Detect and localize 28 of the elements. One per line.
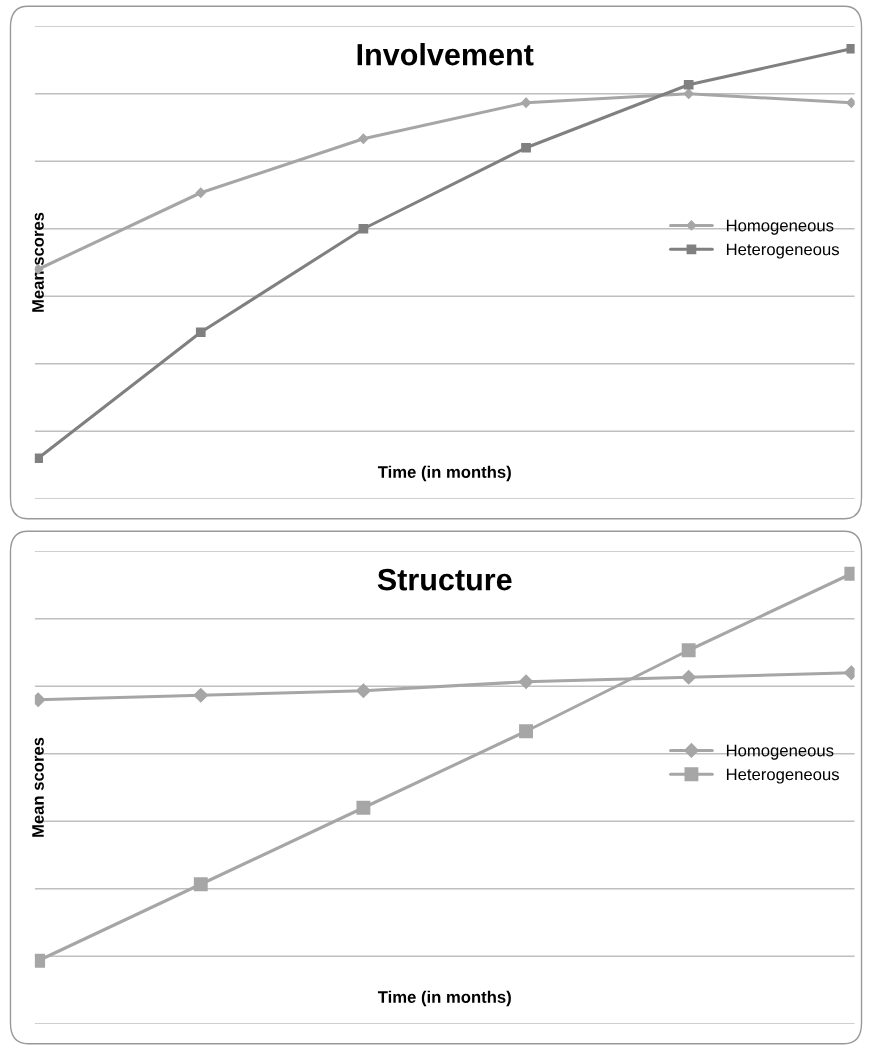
legend-label: Homogeneous [726,219,834,235]
legend-label: Homogeneous [726,744,834,760]
point [519,724,533,739]
point [683,88,694,99]
x-axis-title: Time (in months) [377,990,511,1007]
point [518,674,534,690]
point [846,97,855,108]
point [846,43,855,54]
y-axis-title: Mean scores [32,737,44,837]
legend-label: Heterogeneous [726,768,839,784]
point [193,877,208,892]
point [358,223,369,234]
point [681,669,696,685]
point [193,687,209,703]
point [34,453,43,464]
point [358,133,369,144]
point [681,643,696,658]
legend-label: Heterogeneous [726,243,839,259]
point [356,683,371,699]
chart-title: Structure [377,568,512,591]
point [356,800,371,815]
point [521,142,531,153]
y-axis-title: Mean scores [32,212,44,312]
point [683,79,694,90]
x-axis-title: Time (in months) [377,465,511,482]
chart-title: Involvement [357,43,534,66]
point [195,327,206,338]
point [195,187,206,198]
